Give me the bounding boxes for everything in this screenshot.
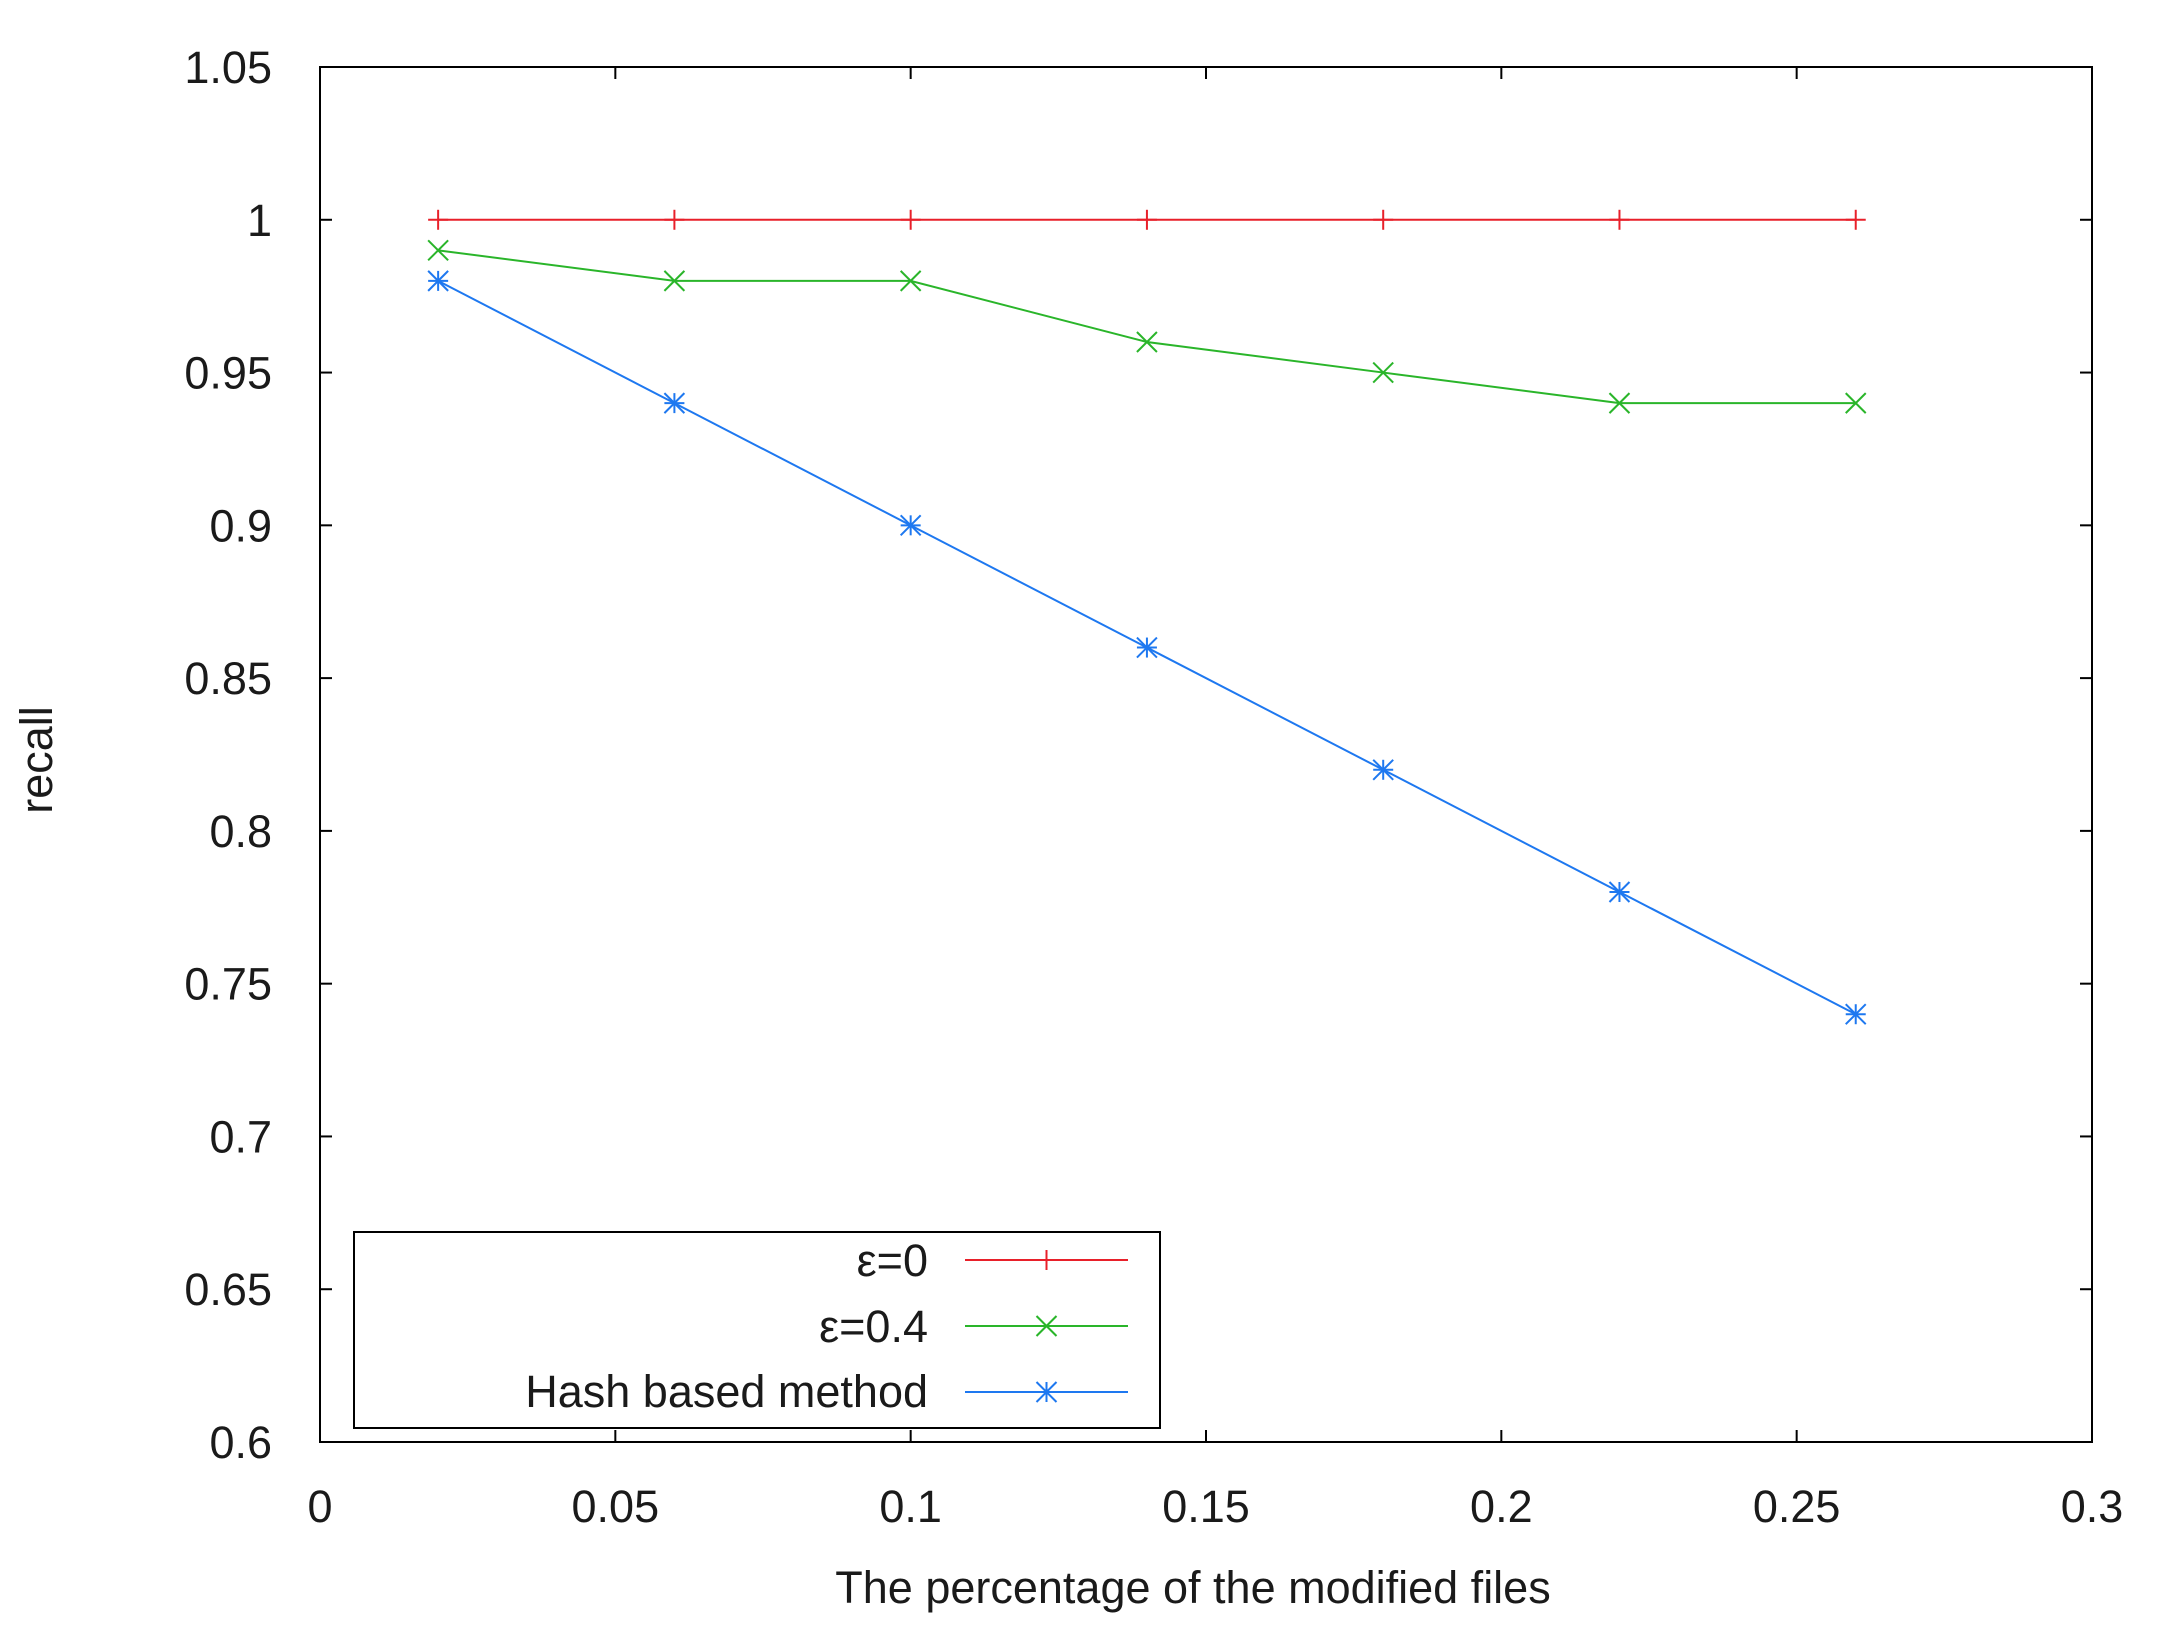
- tick-labels: 0 0.05 0.1 0.15 0.2 0.25 0.3 0.6 0.65 0.7 0.75 0.8 0…: [184, 42, 2123, 1532]
- y-tick-label: 0.6: [209, 1417, 272, 1468]
- series-3-point: [1608, 881, 1631, 903]
- series-3-point: [427, 270, 449, 292]
- series-3-point: [899, 514, 922, 537]
- series-1-point: [1609, 209, 1630, 230]
- y-tick-label: 0.85: [184, 653, 272, 704]
- series-3-point: [1136, 636, 1158, 659]
- y-tick-label: 0.75: [184, 959, 272, 1010]
- x-tick-label: 0.15: [1162, 1481, 1250, 1532]
- x-tick-label: 0.2: [1470, 1481, 1533, 1532]
- series-2-point: [1372, 361, 1394, 384]
- legend-swatch-series-2: [965, 1315, 1128, 1337]
- y-tick-label: 0.9: [209, 500, 272, 551]
- x-axis-label: The percentage of the modified files: [835, 1562, 1550, 1613]
- series-1: [428, 209, 1866, 230]
- series-2-point: [663, 270, 686, 292]
- series-layer: [427, 209, 1867, 1025]
- plot-frame: [319, 66, 2093, 1443]
- x-tick-label: 0: [307, 1481, 332, 1532]
- series-1-point: [1373, 209, 1394, 230]
- x-tick-label: 0.3: [2061, 1481, 2124, 1532]
- series-2-line: [438, 249, 1856, 405]
- legend-label-series-2: ε=0.4: [819, 1301, 928, 1352]
- series-1-point: [1845, 209, 1866, 230]
- y-tick-label: 0.65: [184, 1264, 272, 1315]
- series-3-point: [1372, 759, 1394, 781]
- series-2-point: [899, 270, 922, 292]
- series-3-point: [663, 392, 686, 414]
- x-tick-label: 0.25: [1753, 1481, 1841, 1532]
- y-tick-label: 1: [247, 195, 272, 246]
- legend-swatch-series-1: [965, 1250, 1128, 1270]
- series-1-point: [428, 209, 449, 230]
- series-2-point: [1845, 392, 1867, 414]
- x-tick-label: 0.1: [879, 1481, 942, 1532]
- y-axis-label: recall: [11, 706, 62, 814]
- series-1-point: [900, 209, 921, 230]
- y-tick-label: 0.7: [209, 1111, 272, 1162]
- legend-label-series-3: Hash based method: [525, 1366, 928, 1417]
- series-3-point: [1845, 1003, 1867, 1025]
- series-2: [427, 239, 1867, 414]
- series-2-point: [1136, 331, 1158, 353]
- y-tick-label: 0.8: [209, 806, 272, 857]
- x-tick-label: 0.05: [572, 1481, 660, 1532]
- y-tick-label: 1.05: [184, 42, 272, 93]
- legend-swatches: [965, 1250, 1128, 1403]
- series-2-point: [1608, 392, 1631, 414]
- series-2-point: [427, 239, 449, 262]
- legend-label-series-1: ε=0: [857, 1235, 928, 1286]
- legend-swatch-series-3: [965, 1381, 1128, 1403]
- series-1-point: [1136, 209, 1157, 230]
- series-3: [427, 270, 1867, 1025]
- legend-box: [353, 1231, 1161, 1429]
- y-tick-label: 0.95: [184, 348, 272, 399]
- series-1-point: [664, 209, 685, 230]
- legend: ε=0 ε=0.4 Hash based method: [353, 1231, 1161, 1429]
